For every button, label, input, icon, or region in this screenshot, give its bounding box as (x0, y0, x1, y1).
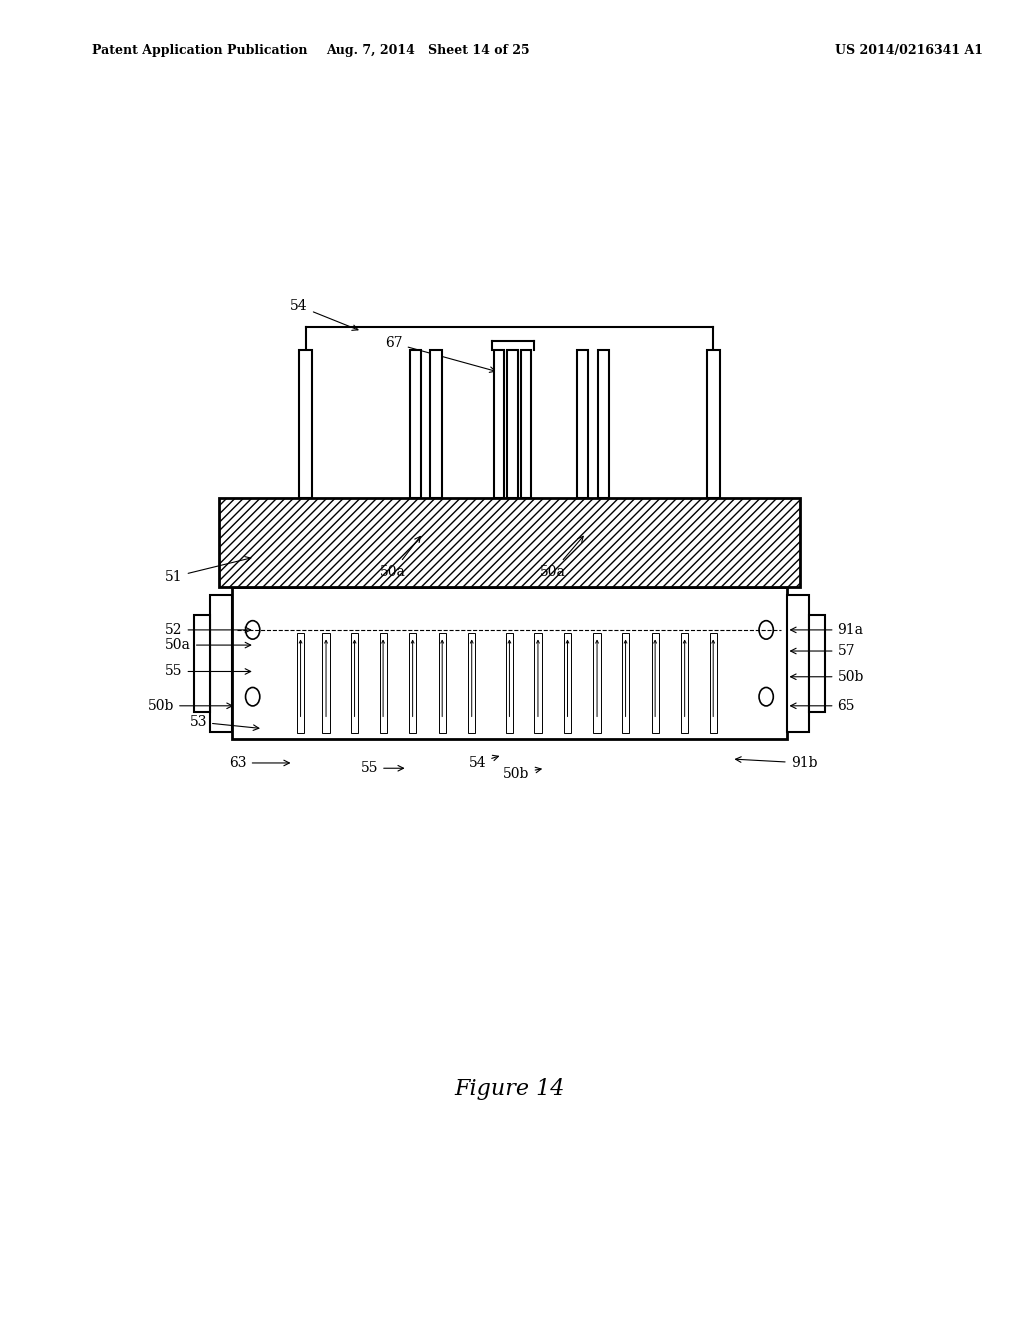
Bar (323, 632, 330, 733)
Bar (438, 632, 445, 733)
Text: 50b: 50b (791, 669, 864, 684)
Bar (299, 350, 312, 498)
Text: 91a: 91a (791, 623, 863, 638)
Text: 50b: 50b (147, 698, 232, 713)
Bar (380, 632, 387, 733)
Bar (520, 350, 530, 498)
Text: 50a: 50a (380, 536, 420, 578)
Bar (430, 350, 441, 498)
Text: 65: 65 (791, 698, 855, 713)
Text: 53: 53 (189, 715, 259, 730)
Text: Patent Application Publication: Patent Application Publication (92, 44, 307, 57)
Bar (495, 350, 505, 498)
Bar (710, 632, 717, 733)
Bar (809, 615, 825, 711)
Text: 55: 55 (360, 762, 403, 775)
Bar (351, 632, 358, 733)
Bar (507, 350, 517, 498)
Text: 54: 54 (469, 755, 499, 770)
Bar (622, 632, 629, 733)
Text: 91b: 91b (735, 756, 817, 770)
Bar (468, 632, 475, 733)
Bar (594, 632, 601, 733)
Text: 54: 54 (291, 300, 358, 330)
Bar (598, 350, 608, 498)
Bar (578, 350, 589, 498)
Text: 67: 67 (385, 337, 496, 372)
Text: 51: 51 (165, 557, 251, 583)
Text: 63: 63 (229, 756, 290, 770)
Bar (210, 595, 232, 731)
Bar (409, 632, 416, 733)
Text: 57: 57 (791, 644, 855, 659)
Bar (219, 498, 800, 587)
Text: 52: 52 (165, 623, 251, 638)
Text: 55: 55 (165, 664, 251, 678)
Text: 50a: 50a (540, 536, 584, 578)
Bar (651, 632, 658, 733)
Bar (564, 632, 571, 733)
Bar (194, 615, 210, 711)
Bar (786, 595, 809, 731)
Bar (410, 350, 421, 498)
Text: Figure 14: Figure 14 (455, 1078, 564, 1100)
Bar (297, 632, 304, 733)
Bar (506, 632, 513, 733)
Bar (535, 632, 542, 733)
Text: US 2014/0216341 A1: US 2014/0216341 A1 (836, 44, 983, 57)
Bar (681, 632, 688, 733)
Bar (232, 587, 786, 739)
Text: 50b: 50b (504, 767, 541, 780)
Bar (707, 350, 720, 498)
Text: Aug. 7, 2014   Sheet 14 of 25: Aug. 7, 2014 Sheet 14 of 25 (326, 44, 529, 57)
Text: 50a: 50a (165, 638, 251, 652)
